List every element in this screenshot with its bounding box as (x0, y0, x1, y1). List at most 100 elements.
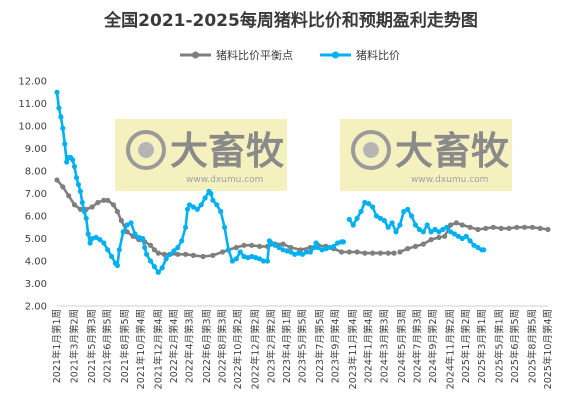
data-point (56, 105, 62, 111)
data-point (184, 206, 191, 212)
data-point (373, 213, 380, 219)
data-point (428, 229, 434, 235)
data-point (315, 244, 321, 251)
data-point (194, 206, 200, 212)
x-tick-label: 2022年10月第2周 (232, 309, 244, 389)
data-point (467, 238, 473, 244)
data-point (268, 240, 274, 246)
watermark-left-logo-dot-icon (138, 142, 154, 158)
data-point (412, 243, 419, 249)
x-tick-label: 2021年1月第1周 (51, 309, 63, 383)
data-point (64, 159, 70, 165)
x-tick-label: 2024年5月第3周 (396, 309, 408, 383)
data-point (529, 224, 536, 230)
x-tick-label: 2025年10月第4周 (542, 309, 554, 389)
data-point (105, 197, 111, 203)
data-point (272, 242, 278, 248)
data-point (401, 208, 407, 215)
data-point (377, 215, 383, 221)
data-point (264, 258, 270, 264)
data-point (109, 253, 115, 260)
legend-marker-ratio (332, 51, 339, 59)
data-point (93, 234, 99, 240)
data-point (288, 249, 294, 255)
x-tick-label: 2025年6月第5周 (509, 309, 521, 383)
data-point (436, 234, 442, 240)
data-point (110, 202, 117, 208)
x-tick-label: 2023年5月第5周 (297, 309, 309, 383)
watermark-left-logo-icon (126, 130, 166, 170)
x-tick-label: 2023年7月第5周 (314, 309, 326, 383)
y-tick-label: 5.00 (25, 234, 47, 245)
data-point (214, 202, 220, 208)
data-point (95, 199, 101, 206)
y-axis: 2.00 3.00 4.00 5.00 6.00 7.00 8.00 9.00 10.00 11.… (18, 77, 47, 313)
data-point (105, 247, 111, 253)
data-point (280, 247, 286, 253)
data-point (210, 197, 216, 203)
data-point (405, 206, 411, 212)
data-point (313, 240, 319, 246)
data-point (118, 217, 124, 224)
x-tick-label: 2022年6月第3周 (201, 309, 213, 383)
data-point (444, 224, 450, 230)
x-axis: 2021年1月第1周 2021年3月第2周 2021年5月第3周 2021年6月第5周… (51, 305, 554, 389)
data-point (257, 256, 263, 262)
data-point (331, 243, 337, 249)
data-point (54, 177, 60, 183)
watermark-right: 大畜牧 www.dxumu.com (340, 119, 512, 191)
x-tick-label: 2022年2月第4周 (168, 309, 180, 383)
data-point (73, 175, 80, 181)
data-point (409, 213, 415, 219)
data-point (420, 241, 426, 247)
data-point (424, 222, 430, 228)
data-point (202, 195, 208, 201)
x-tick-label: 2023年2月第2周 (265, 309, 277, 383)
data-point (260, 258, 267, 264)
x-tick-label: 2024年9月第2周 (427, 309, 439, 383)
data-point (362, 199, 368, 206)
plot-area (54, 89, 551, 275)
data-point (89, 235, 95, 242)
data-point (296, 250, 302, 256)
data-point (389, 220, 395, 226)
data-point (358, 208, 364, 215)
y-tick-label: 7.00 (25, 189, 47, 200)
legend-label-balance: 猪料比价平衡点 (216, 48, 293, 62)
data-point (186, 202, 193, 208)
data-point (120, 229, 126, 235)
data-point (327, 244, 333, 251)
chart-title: 全国2021-2025每周猪料比价和预期盈利走势图 (103, 10, 478, 31)
data-point (70, 157, 76, 163)
legend-label-ratio: 猪料比价 (356, 48, 400, 62)
data-point (136, 234, 142, 240)
data-point (249, 242, 255, 248)
data-point (455, 233, 461, 239)
data-point (77, 206, 83, 212)
x-tick-label: 2021年5月第3周 (86, 309, 98, 383)
data-point (416, 226, 422, 233)
data-point (362, 250, 368, 256)
data-point (167, 251, 173, 257)
x-tick-label: 2021年6月第5周 (102, 309, 114, 383)
x-tick-label: 2025年5月第1周 (493, 309, 505, 383)
data-point (220, 249, 226, 255)
data-point (385, 224, 391, 230)
x-tick-label: 2022年8月第3周 (217, 309, 229, 383)
data-point (87, 240, 93, 246)
x-tick-label: 2021年12月第4周 (152, 309, 164, 389)
data-point (397, 222, 403, 228)
watermark-right-url: www.dxumu.com (411, 175, 488, 185)
data-point (183, 224, 189, 230)
data-point (370, 250, 376, 256)
data-point (140, 235, 146, 242)
y-tick-label: 12.00 (18, 77, 47, 88)
data-point (71, 202, 78, 208)
data-point (175, 251, 181, 257)
data-point (475, 244, 481, 251)
data-point (377, 250, 383, 256)
watermark-left-url: www.dxumu.com (186, 175, 263, 185)
data-point (241, 253, 247, 260)
data-point (124, 229, 130, 235)
data-point (506, 225, 512, 231)
